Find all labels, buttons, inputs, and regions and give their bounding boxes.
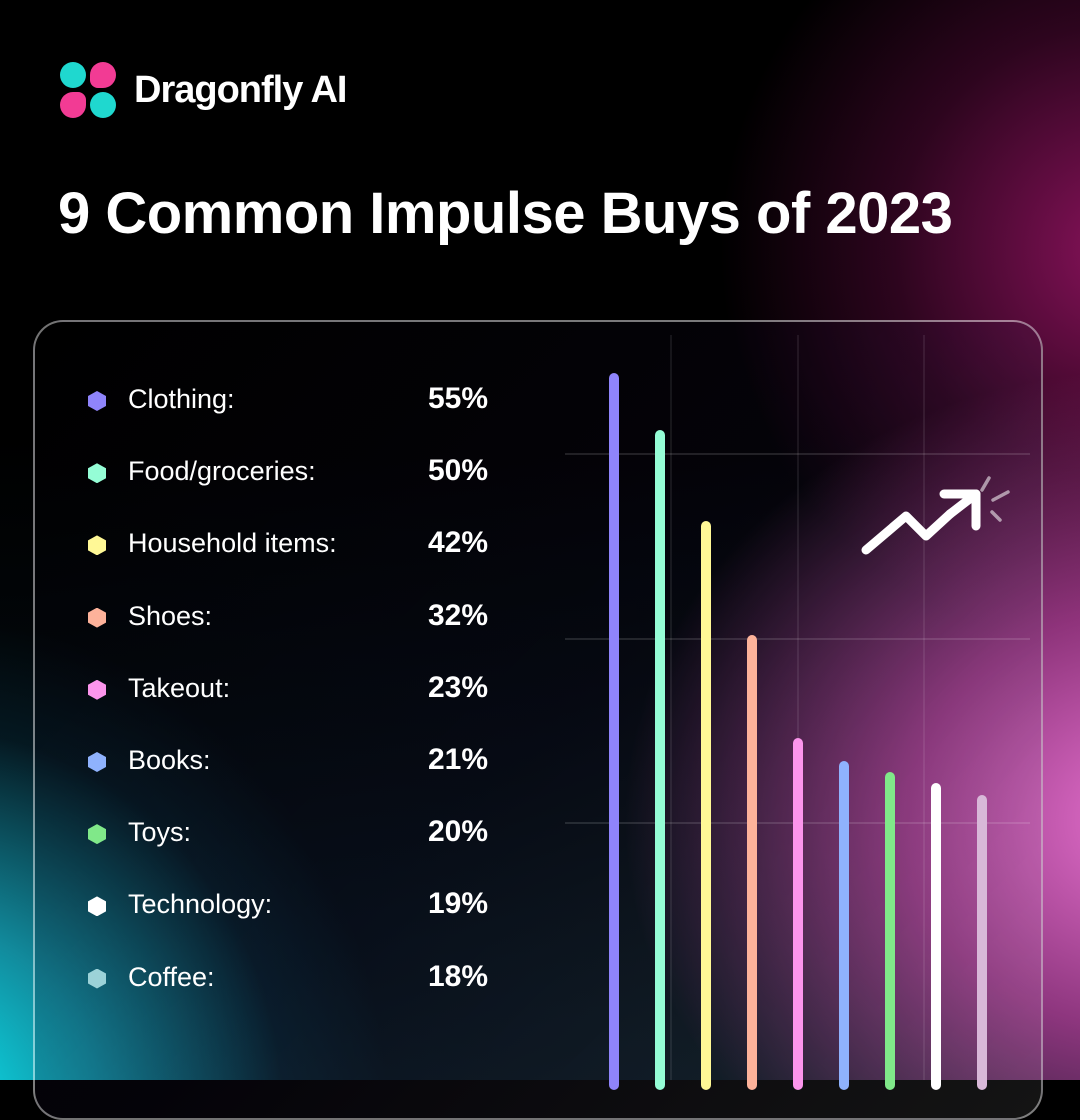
bar-household-items <box>701 521 711 1090</box>
hexagon-bullet-icon <box>88 391 106 411</box>
legend-value: 50% <box>427 454 488 488</box>
legend-value: 42% <box>427 526 488 560</box>
bar-food-groceries <box>655 430 665 1090</box>
legend-value: 55% <box>427 382 488 415</box>
legend-label: Toys: <box>128 817 192 848</box>
bar-shoes <box>747 635 757 1090</box>
legend-item: Clothing: 55% <box>88 380 488 452</box>
bar-toys <box>885 772 895 1090</box>
legend-label: Clothing: <box>128 384 235 414</box>
legend-item: Takeout: 23% <box>88 669 488 741</box>
bar-books <box>839 760 849 1090</box>
legend-item: Household items: 42% <box>88 524 488 596</box>
legend-value: 18% <box>427 959 488 993</box>
chart-card <box>33 320 1043 1120</box>
legend-label: Shoes: <box>128 600 213 631</box>
legend-value: 32% <box>427 598 488 632</box>
legend-item: Technology: 19% <box>88 885 488 957</box>
legend: Clothing: 55% Food/groceries: 50% Household … <box>88 380 488 1030</box>
gridline-vertical <box>923 335 925 1080</box>
bar-clothing <box>609 373 619 1090</box>
brand-name: Dragonfly AI <box>134 68 347 111</box>
hexagon-bullet-icon <box>88 463 106 484</box>
hexagon-bullet-icon <box>88 896 106 917</box>
brand: Dragonfly AI <box>60 62 347 118</box>
bar-takeout <box>793 737 803 1090</box>
hexagon-bullet-icon <box>88 535 106 556</box>
hexagon-bullet-icon <box>88 751 106 772</box>
background <box>0 0 1080 1080</box>
trending-up-icon <box>861 476 1010 555</box>
legend-label: Food/groceries: <box>128 456 316 487</box>
legend-item: Coffee: 18% <box>88 958 488 1030</box>
hexagon-bullet-icon <box>88 607 106 628</box>
hexagon-bullet-icon <box>88 679 106 700</box>
legend-value: 23% <box>427 670 488 704</box>
gridline-horizontal <box>565 453 1030 455</box>
legend-value: 20% <box>427 815 488 849</box>
legend-label: Takeout: <box>128 672 231 703</box>
legend-item: Shoes: 32% <box>88 597 488 669</box>
legend-label: Household items: <box>128 528 337 559</box>
legend-item: Food/groceries: 50% <box>88 452 488 524</box>
hexagon-bullet-icon <box>88 824 106 845</box>
bar-technology <box>931 783 941 1090</box>
page-title: 9 Common Impulse Buys of 2023 <box>58 181 953 246</box>
legend-item: Books: 21% <box>88 741 488 813</box>
legend-label: Books: <box>128 744 211 775</box>
hexagon-bullet-icon <box>88 968 106 989</box>
legend-label: Coffee: <box>128 961 215 992</box>
dragonfly-logo-icon <box>60 62 116 118</box>
gridline-vertical <box>797 335 799 1080</box>
gridline-vertical <box>670 335 672 1080</box>
legend-value: 21% <box>427 742 488 776</box>
bar-coffee <box>977 794 987 1090</box>
legend-item: Toys: 20% <box>88 813 488 885</box>
gridline-horizontal <box>565 638 1030 640</box>
legend-value: 19% <box>427 887 488 921</box>
legend-label: Technology: <box>128 889 273 920</box>
